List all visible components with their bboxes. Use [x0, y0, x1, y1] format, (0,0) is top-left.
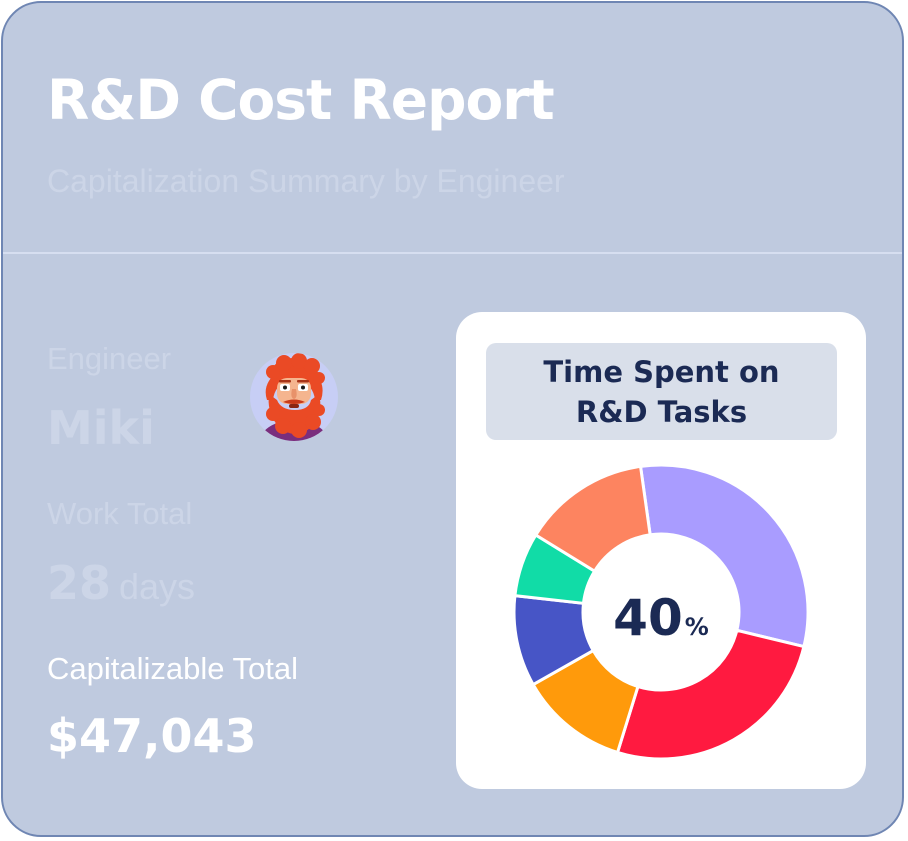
- donut-slice-2: [615, 628, 806, 761]
- chart-center-value: 40%: [576, 588, 746, 648]
- page-subtitle: Capitalization Summary by Engineer: [47, 163, 565, 199]
- chart-title: Time Spent on R&D Tasks: [543, 354, 780, 429]
- chart-panel: Time Spent on R&D Tasks 40%: [456, 312, 866, 789]
- avatar: [249, 352, 339, 442]
- donut-slice-6: [533, 464, 652, 574]
- page-title: R&D Cost Report: [47, 68, 555, 132]
- chart-center-number: 40: [613, 589, 683, 647]
- work-total-value-line: 28 days: [47, 555, 195, 615]
- engineer-name: Miki: [47, 401, 155, 455]
- donut-chart: [512, 463, 810, 761]
- bearded-man-avatar-icon: [250, 353, 338, 441]
- header-divider: [3, 252, 902, 254]
- capitalizable-total-label: Capitalizable Total: [47, 651, 299, 686]
- engineer-label: Engineer: [47, 341, 172, 376]
- work-total-label: Work Total: [47, 496, 193, 531]
- work-total-value: 28: [47, 556, 112, 610]
- work-total-unit: days: [119, 566, 196, 607]
- capitalizable-total-value: $47,043: [47, 709, 257, 763]
- chart-title-box: Time Spent on R&D Tasks: [486, 343, 837, 440]
- donut-slice-1: [638, 463, 810, 649]
- chart-center-unit: %: [684, 613, 709, 641]
